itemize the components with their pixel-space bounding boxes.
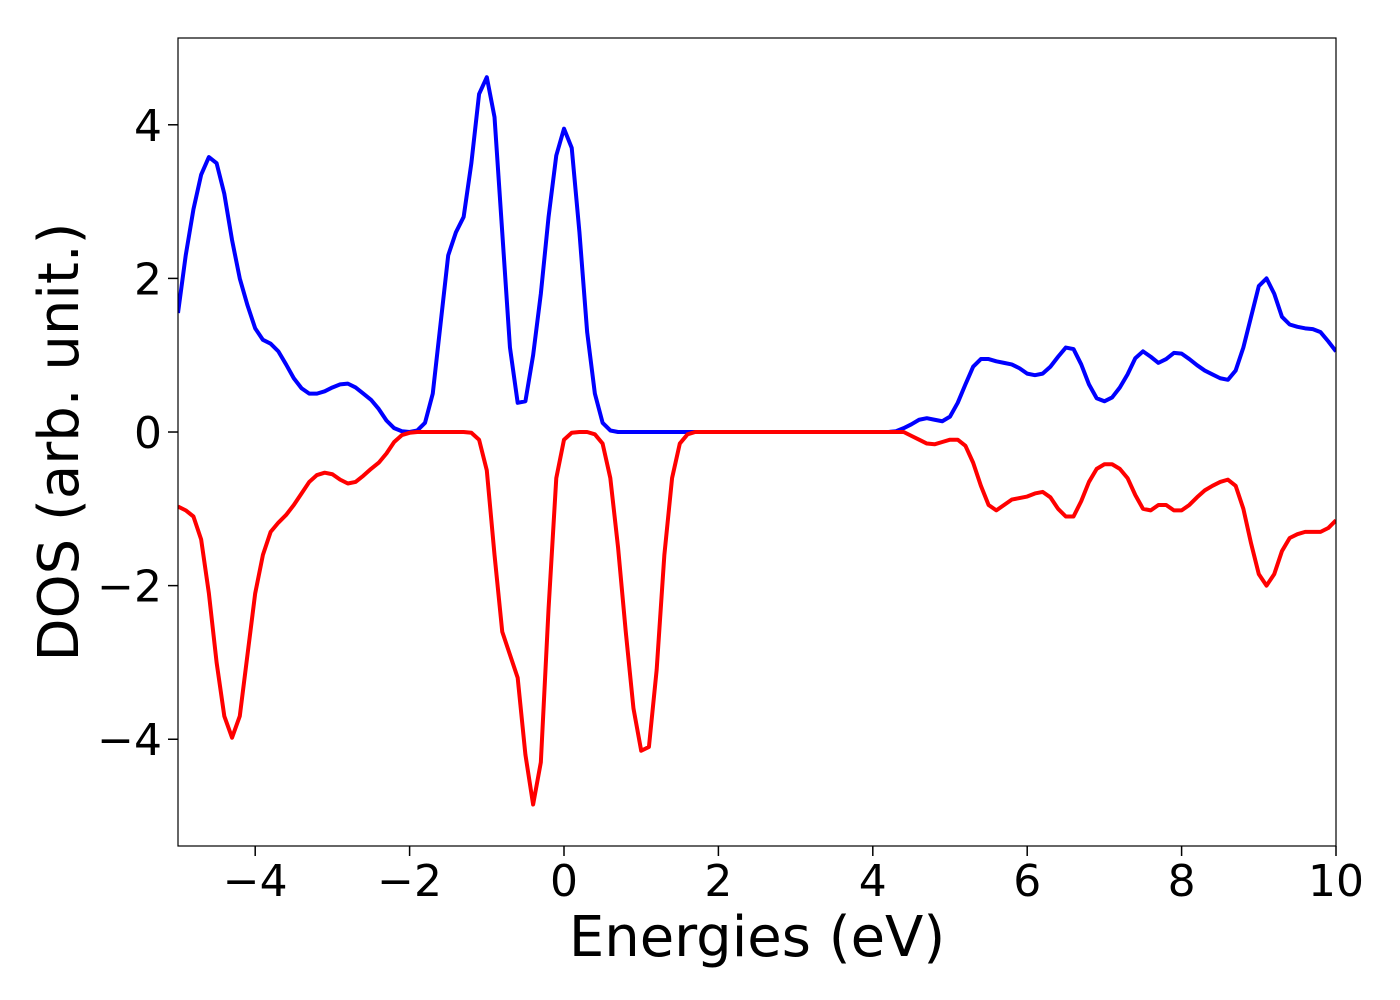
y-tick-label: −2 xyxy=(97,562,162,613)
y-tick-label: 4 xyxy=(134,101,162,152)
y-tick-label: −4 xyxy=(97,715,162,766)
dos-line xyxy=(178,430,1336,807)
y-tick-label: 2 xyxy=(134,254,162,305)
x-tick-label: −4 xyxy=(223,856,288,907)
plot-frame xyxy=(177,37,1337,847)
y-axis-label: DOS (arb. unit.) xyxy=(27,222,92,661)
x-tick-label: 0 xyxy=(550,856,578,907)
x-tick-label: 4 xyxy=(859,856,887,907)
x-tick-label: 6 xyxy=(1013,856,1041,907)
x-tick-label: 10 xyxy=(1308,856,1364,907)
x-tick-label: 2 xyxy=(704,856,732,907)
dos-line xyxy=(178,75,1336,435)
x-tick-label: −2 xyxy=(377,856,442,907)
x-axis-label: Energies (eV) xyxy=(569,905,945,970)
x-tick-label: 8 xyxy=(1168,856,1196,907)
y-tick-label: 0 xyxy=(134,408,162,459)
